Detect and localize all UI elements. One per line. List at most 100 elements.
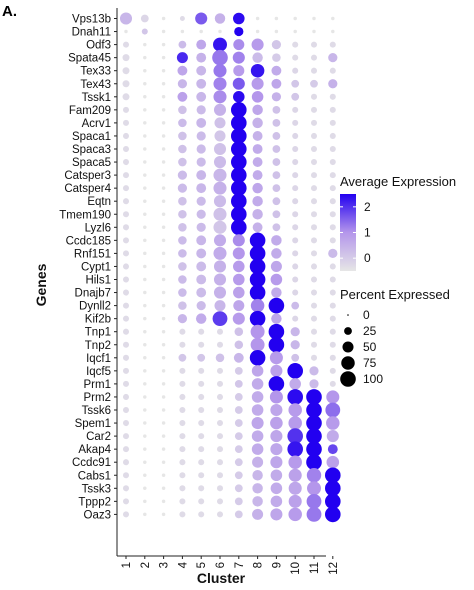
dot [196,209,206,219]
dot [143,108,147,112]
dot [143,134,147,138]
dot [161,82,166,86]
dot [310,145,318,153]
dot [122,393,130,400]
dot [329,276,336,283]
dot [180,29,185,34]
dot [161,486,166,491]
dot [309,379,319,389]
dot [325,402,341,418]
dot [176,52,188,64]
dot [251,443,264,455]
dot [231,141,247,157]
legend-color-title: Average Expression [340,174,456,189]
dot [288,507,302,522]
dot [310,328,318,335]
dot [196,274,207,285]
gene-label: Akap4 [78,444,111,456]
dot [287,389,304,405]
dot [329,198,336,205]
dot [293,16,297,21]
dot [310,211,318,218]
dot [250,337,265,352]
dot [252,117,263,129]
dot [310,54,318,61]
dot [198,511,205,518]
dot [161,134,166,138]
dot [292,132,299,139]
dot [231,128,247,144]
dot [251,404,264,416]
dot [143,147,147,151]
dot [196,248,207,259]
dot [122,185,130,192]
dot [196,144,206,154]
dot [327,444,338,455]
dot [234,366,243,375]
dot [325,480,341,497]
cluster-label: 7 [234,562,246,568]
dot [329,211,336,218]
gene-label: Cabs1 [78,470,111,482]
cluster-label: 9 [271,562,283,568]
dot [161,29,166,34]
dot [252,157,263,167]
dot [310,93,318,100]
dot [291,79,300,88]
gene-label: Iqcf5 [86,366,111,378]
dot [178,157,187,167]
dot [143,290,147,295]
dot [143,55,147,60]
dot [233,39,245,51]
dot [292,237,299,244]
dot [143,356,147,360]
dot [292,185,299,192]
dot [122,119,130,126]
dot [306,415,322,431]
dot [310,354,318,361]
dot [177,91,188,102]
dot [143,447,147,451]
dot [161,68,166,73]
dot [287,428,304,444]
dot [161,55,166,60]
dot [310,67,318,74]
dot [122,498,130,505]
dot [310,224,318,231]
gene-label: Spem1 [75,418,111,430]
dot [196,235,207,246]
dot [292,145,299,153]
dot [272,197,281,206]
dot [310,198,318,205]
cluster-label: 5 [196,562,208,568]
dot [292,106,299,113]
dot [196,261,207,272]
dot [268,336,285,353]
dot [252,456,264,468]
dot [213,181,227,195]
dot [271,287,282,298]
dot [306,507,322,522]
dot [329,106,336,113]
gene-label: Dnah11 [72,27,111,39]
dot [328,248,338,259]
dot [122,159,130,166]
dot [331,29,335,34]
dot [249,271,266,288]
gene-label: Catsper3 [64,170,111,182]
dot [213,77,227,91]
dot [143,343,147,347]
dot [309,366,319,376]
dot [216,393,224,400]
dot [143,434,147,438]
dot [270,456,283,469]
dot [310,341,318,348]
dot [234,380,243,388]
dot [179,393,186,400]
dot [143,408,147,412]
dot [212,311,228,327]
gene-label: Spaca5 [72,157,111,169]
dot [179,16,185,21]
dot [161,408,166,412]
dot [270,273,283,286]
